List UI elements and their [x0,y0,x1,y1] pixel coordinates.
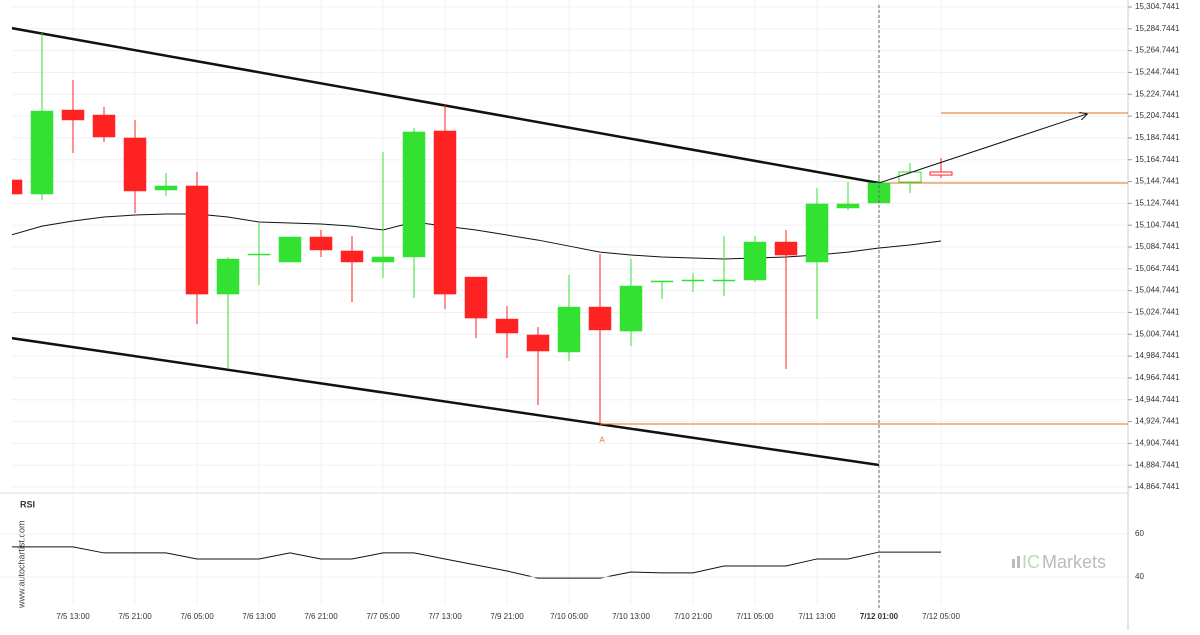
y-tick-label: 15,124.7441 [1135,198,1180,207]
candle-body [216,258,240,295]
x-tick-label: 7/11 05:00 [736,612,774,621]
y-tick-label: 15,184.7441 [1135,133,1180,142]
y-tick-label: 15,144.7441 [1135,177,1180,186]
x-tick-label: 7/10 13:00 [612,612,650,621]
candle-body [929,171,953,176]
candle-body [588,306,612,331]
x-tick-label: 7/7 05:00 [366,612,400,621]
candle-body [154,185,178,191]
candle-body [278,236,302,263]
candle-body [836,203,860,209]
x-tick-label: 7/5 13:00 [56,612,90,621]
candle-body [526,334,550,352]
candle-body [371,256,395,263]
y-tick-label: 14,984.7441 [1135,351,1180,360]
x-tick-label: 7/10 21:00 [674,612,712,621]
x-tick-label: 7/9 21:00 [490,612,524,621]
rsi-title: RSI [20,499,35,509]
trendline [12,336,880,467]
brand-logo: IC Markets [1012,552,1106,572]
y-tick-label: 15,064.7441 [1135,264,1180,273]
y-tick-label: 15,084.7441 [1135,242,1180,251]
candle-body [309,236,333,251]
y-tick-label: 15,044.7441 [1135,286,1180,295]
y-tick-label: 14,924.7441 [1135,417,1180,426]
candle-body [681,279,705,282]
brand-name: Markets [1042,552,1106,572]
candle-body [92,114,116,138]
candle-body [650,280,674,283]
rsi-line [12,546,941,579]
y-tick-label: 14,884.7441 [1135,460,1180,469]
x-tick-label: 7/10 05:00 [550,612,588,621]
y-tick-label: 14,864.7441 [1135,482,1180,491]
x-tick-label: 7/12 05:00 [922,612,960,621]
logo-bar [1012,559,1015,568]
candle-body [340,250,364,263]
y-tick-label: 15,204.7441 [1135,111,1180,120]
candle-body [898,171,922,183]
candle-body [123,137,147,192]
candle-body [743,241,767,281]
rsi-tick-label: 60 [1135,529,1144,538]
y-tick-label: 14,944.7441 [1135,395,1180,404]
x-tick-label: 7/6 13:00 [242,612,276,621]
y-tick-label: 15,244.7441 [1135,68,1180,77]
x-tick-label: 7/6 21:00 [304,612,338,621]
y-tick-label: 15,004.7441 [1135,329,1180,338]
forecast-arrow [878,114,1087,184]
candle-body [774,241,798,256]
candle-body [712,279,736,282]
y-tick-label: 15,164.7441 [1135,155,1180,164]
candle-body [433,130,457,295]
candle-body [61,109,85,121]
brand-prefix: IC [1022,552,1040,572]
y-tick-label: 15,024.7441 [1135,308,1180,317]
candle-body [619,285,643,332]
candle-body [30,110,54,195]
candle-body [557,306,581,353]
x-tick-label: 7/7 13:00 [428,612,462,621]
candle-body [402,131,426,258]
candle-body [495,318,519,334]
y-tick-label: 15,284.7441 [1135,24,1180,33]
candle-body [805,203,829,263]
x-tick-label: 7/11 13:00 [798,612,836,621]
x-tick-label: 7/5 21:00 [118,612,152,621]
x-tick-label: 7/12 01:00 [860,612,899,621]
moving-average [12,213,942,260]
y-tick-label: 15,304.7441 [1135,2,1180,11]
candle-body [464,276,488,319]
watermark: www.autochartist.com [16,520,26,609]
logo-bar [1017,556,1020,568]
y-tick-label: 14,964.7441 [1135,373,1180,382]
annotation: A [599,435,605,444]
rsi-tick-label: 40 [1135,572,1144,581]
y-tick-label: 15,104.7441 [1135,220,1180,229]
x-tick-label: 7/6 05:00 [180,612,214,621]
candle-body [12,179,23,195]
y-tick-label: 14,904.7441 [1135,438,1180,447]
candle-body [185,185,209,295]
plot [12,0,1128,605]
candle-body [247,253,271,256]
y-tick-label: 15,264.7441 [1135,46,1180,55]
y-tick-label: 15,224.7441 [1135,89,1180,98]
